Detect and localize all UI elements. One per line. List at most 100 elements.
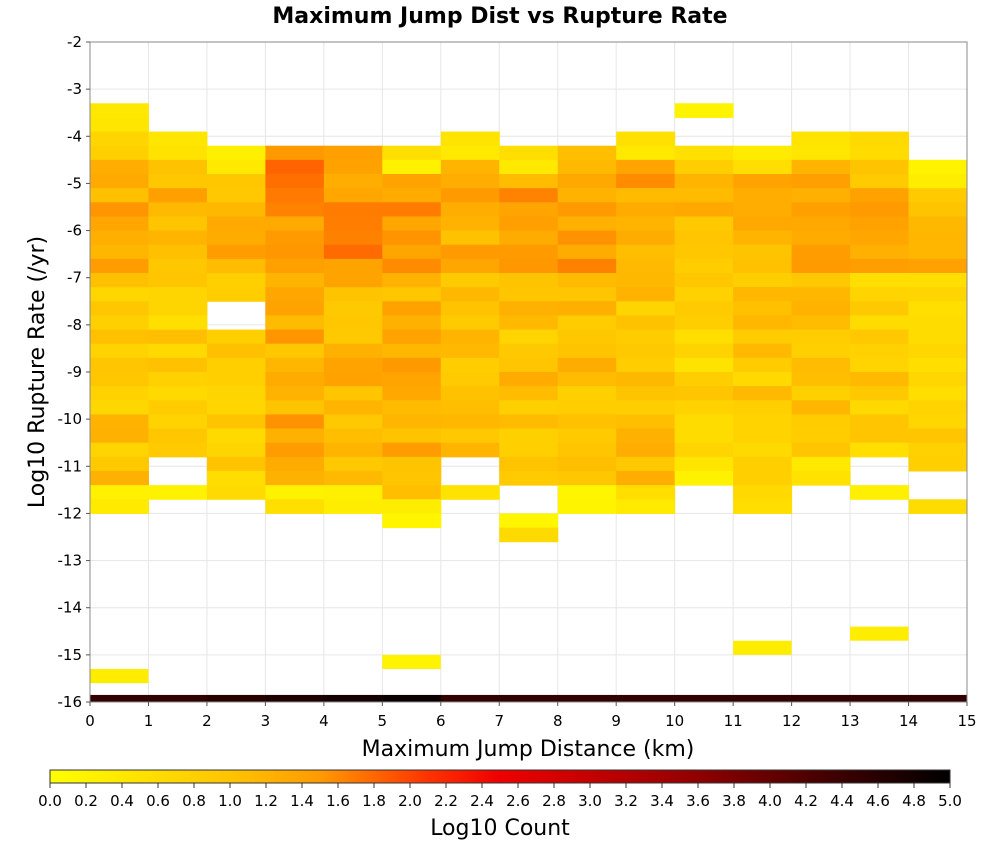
heatmap-cell [674, 329, 734, 345]
heatmap-cell [206, 357, 266, 373]
heatmap-cell [557, 499, 617, 514]
heatmap-cell [440, 301, 500, 316]
heatmap-cell [616, 145, 676, 161]
colorbar-tick-label: 1.0 [218, 792, 242, 810]
heatmap-cell [148, 202, 208, 217]
heatmap-cell [733, 400, 793, 415]
heatmap-cell [206, 188, 266, 203]
heatmap-cell [382, 499, 442, 514]
heatmap-cell [382, 159, 442, 175]
x-tick-label: 5 [378, 712, 388, 730]
heatmap-cell [148, 414, 208, 430]
heatmap-cell [382, 244, 442, 260]
heatmap-cell [323, 372, 383, 387]
heatmap-cell [323, 315, 383, 331]
heatmap-cell [733, 499, 793, 514]
heatmap-cell [674, 103, 734, 118]
heatmap-cell [908, 258, 968, 274]
heatmap-cell [440, 273, 500, 288]
heatmap-cell [148, 442, 208, 458]
colorbar-tick-label: 4.4 [830, 792, 854, 810]
heatmap-cell [733, 428, 793, 444]
heatmap-cell [323, 216, 383, 232]
colorbar-label: Log10 Count [430, 816, 570, 841]
heatmap-cell [90, 357, 149, 373]
heatmap-cell [499, 442, 559, 458]
heatmap-cell [674, 273, 734, 288]
colorbar-tick-label: 4.6 [866, 792, 890, 810]
heatmap-cell [733, 216, 793, 232]
colorbar-ticks: 0.0 0.2 0.4 0.6 0.8 1.0 1.2 1.4 1.6 1.8 2.0 2.2 2.4 2… [38, 783, 962, 810]
heatmap-cell [499, 329, 559, 345]
heatmap-cell [382, 485, 442, 500]
heatmap-cell-bottom [733, 694, 793, 703]
heatmap-cell [440, 315, 500, 331]
heatmap-cell [90, 315, 149, 331]
heatmap-cell [908, 315, 968, 331]
heatmap-cell [557, 343, 617, 359]
heatmap-cell [499, 527, 559, 543]
heatmap-cell [908, 414, 968, 430]
heatmap-cell [733, 188, 793, 203]
colorbar-tick-label: 3.6 [686, 792, 710, 810]
heatmap-cell [733, 145, 793, 161]
heatmap-cell [733, 258, 793, 274]
heatmap-cell [382, 315, 442, 331]
heatmap-cell [850, 357, 910, 373]
heatmap-cell [850, 258, 910, 274]
heatmap-cell [382, 273, 442, 288]
heatmap-cell [557, 145, 617, 161]
heatmap-cell [791, 372, 851, 387]
heatmap-cell [440, 287, 500, 302]
heatmap-cell [323, 230, 383, 246]
heatmap-cell [616, 188, 676, 203]
heatmap-cell [557, 159, 617, 175]
colorbar-tick-label: 0.8 [182, 792, 206, 810]
heatmap-cell [206, 343, 266, 359]
heatmap-cell [90, 258, 149, 274]
heatmap-cell [850, 372, 910, 387]
heatmap-cell [265, 273, 325, 288]
heatmap-cell [791, 357, 851, 373]
heatmap-cell-bottom [323, 694, 383, 703]
heatmap-cell [265, 188, 325, 203]
heatmap-cell [733, 442, 793, 458]
heatmap-cell [323, 174, 383, 189]
heatmap-cell [265, 244, 325, 260]
y-tick-label: -7 [67, 269, 82, 287]
heatmap-cell [206, 442, 266, 458]
heatmap-cell [674, 159, 734, 175]
heatmap-cell [850, 485, 910, 500]
heatmap-cell [616, 414, 676, 430]
heatmap-cell [850, 386, 910, 401]
heatmap-cell [90, 159, 149, 175]
heatmap-cell [908, 386, 968, 401]
heatmap-cell [206, 456, 266, 472]
heatmap-cell [557, 400, 617, 415]
heatmap-cell [382, 372, 442, 387]
heatmap-cell [440, 372, 500, 387]
heatmap-cell [616, 131, 676, 147]
heatmap-cell [323, 287, 383, 302]
heatmap-cell [90, 343, 149, 359]
heatmap-cell [382, 357, 442, 373]
heatmap-cell [440, 174, 500, 189]
heatmap-cell [908, 499, 968, 514]
heatmap-cell [148, 329, 208, 345]
heatmap-cell [674, 202, 734, 217]
heatmap-cell [265, 230, 325, 246]
colorbar-tick-label: 3.8 [722, 792, 746, 810]
y-tick-label: -2 [67, 33, 82, 51]
heatmap-cell [265, 216, 325, 232]
heatmap-cell [382, 471, 442, 486]
heatmap-cell [616, 442, 676, 458]
heatmap-cell [382, 442, 442, 458]
heatmap-cell [206, 258, 266, 274]
heatmap-cell [791, 343, 851, 359]
heatmap-cell [674, 301, 734, 316]
heatmap-cell [557, 216, 617, 232]
heatmap-cell [323, 357, 383, 373]
heatmap-cell [499, 273, 559, 288]
heatmap-cell-bottom [382, 694, 442, 703]
heatmap-cell [733, 174, 793, 189]
